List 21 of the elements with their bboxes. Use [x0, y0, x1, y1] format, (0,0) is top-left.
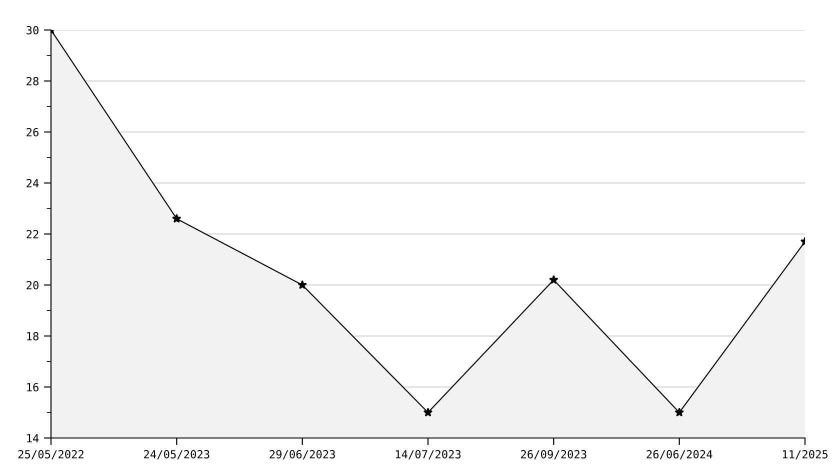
y-tick-label: 20	[26, 281, 38, 290]
x-tick-label: 26/06/2024	[646, 450, 712, 460]
y-tick-label: 22	[26, 230, 38, 238]
y-tick-label: 14	[27, 434, 39, 442]
y-tick-label: 28	[26, 77, 38, 86]
y-tick-label: 24	[26, 179, 39, 188]
x-tick-label: 26/09/2023	[521, 450, 586, 460]
point	[423, 408, 433, 417]
x-tick-label: 11/2025	[782, 450, 828, 460]
x-tick-label: 29/06/2023	[270, 450, 335, 460]
point	[549, 275, 558, 284]
point	[298, 280, 307, 290]
point	[674, 408, 684, 417]
y-tick-label: 16	[27, 383, 38, 392]
point	[172, 214, 182, 223]
x-tick-label: 25/05/2022	[18, 450, 84, 460]
x-tick-label: 24/05/2023	[144, 450, 210, 460]
y-tick-label: 26	[26, 128, 38, 136]
y-tick-label: 30	[26, 26, 38, 34]
x-tick-label: 14/07/2023	[396, 450, 461, 460]
y-tick-label: 18	[27, 332, 38, 340]
